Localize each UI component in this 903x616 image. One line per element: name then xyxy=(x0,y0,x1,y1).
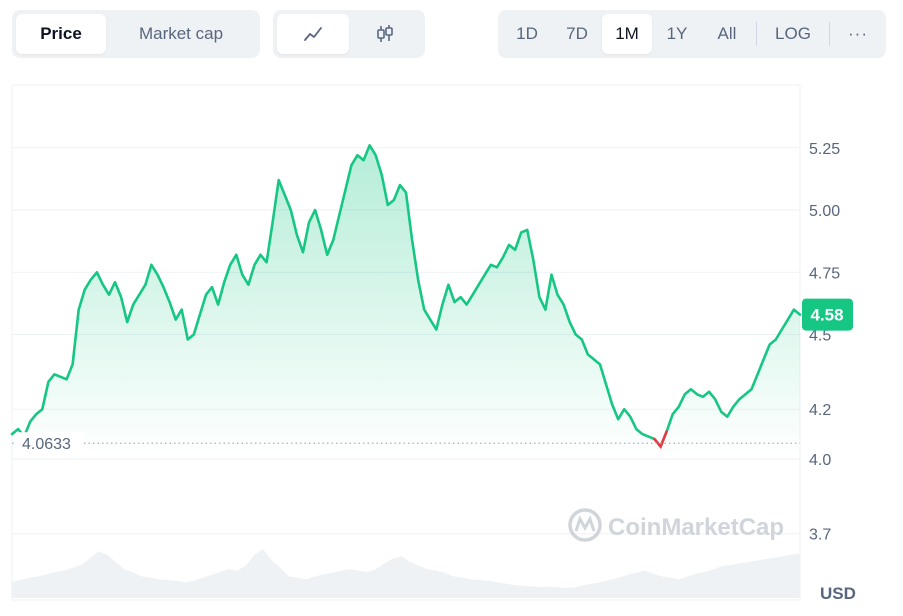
candlestick-icon xyxy=(377,25,393,42)
y-tick-label: 4.75 xyxy=(809,265,840,282)
metric-toggle: Price Market cap xyxy=(12,10,260,58)
y-tick-label: 5.00 xyxy=(809,203,840,220)
current-price-badge xyxy=(802,298,853,331)
time-range-toggle: 1D 7D 1M 1Y All LOG ··· xyxy=(498,10,886,58)
volume-area xyxy=(12,549,800,598)
reference-label: 4.0633 xyxy=(22,436,71,453)
line-chart-button[interactable] xyxy=(277,14,349,54)
log-scale-button[interactable]: LOG xyxy=(775,24,811,43)
range-all-button[interactable]: All xyxy=(717,24,737,43)
y-tick-label: 4.0 xyxy=(809,452,831,469)
tab-price[interactable]: Price xyxy=(16,14,106,54)
range-1y-button[interactable]: 1Y xyxy=(666,24,688,43)
price-area xyxy=(10,144,802,460)
candlestick-button[interactable] xyxy=(349,14,421,54)
price-line-below-reference xyxy=(653,430,668,450)
tab-market-cap[interactable]: Market cap xyxy=(138,24,224,43)
y-tick-label: 3.7 xyxy=(809,527,831,544)
y-axis: 5.25 5.00 4.75 4.5 4.2 4.0 3.7 4.58 USD xyxy=(802,141,856,603)
y-tick-label: 4.2 xyxy=(809,402,831,419)
range-1d-button[interactable]: 1D xyxy=(516,24,538,43)
reference-line: 4.0633 xyxy=(12,432,800,455)
line-chart-icon xyxy=(304,27,322,41)
toolbar-divider xyxy=(829,22,830,46)
price-line xyxy=(10,144,802,448)
y-tick-label: 4.5 xyxy=(809,328,831,345)
watermark-text: CoinMarketCap xyxy=(608,514,784,541)
currency-label: USD xyxy=(820,584,856,603)
coinmarketcap-logo-icon xyxy=(568,508,602,542)
toolbar-divider xyxy=(756,22,757,46)
chart-type-toggle xyxy=(273,10,425,58)
range-1m-button[interactable]: 1M xyxy=(602,14,652,54)
watermark: CoinMarketCap xyxy=(568,508,784,542)
reference-label-bg xyxy=(16,432,84,455)
price-area-fill xyxy=(12,145,800,460)
range-7d-button[interactable]: 7D xyxy=(566,24,588,43)
more-options-button[interactable]: ··· xyxy=(848,24,868,43)
y-tick-label: 5.25 xyxy=(809,141,840,158)
coinmarketcap-logo-mark xyxy=(574,515,596,532)
current-price-label: 4.58 xyxy=(810,306,843,325)
volume-shape xyxy=(12,549,800,598)
